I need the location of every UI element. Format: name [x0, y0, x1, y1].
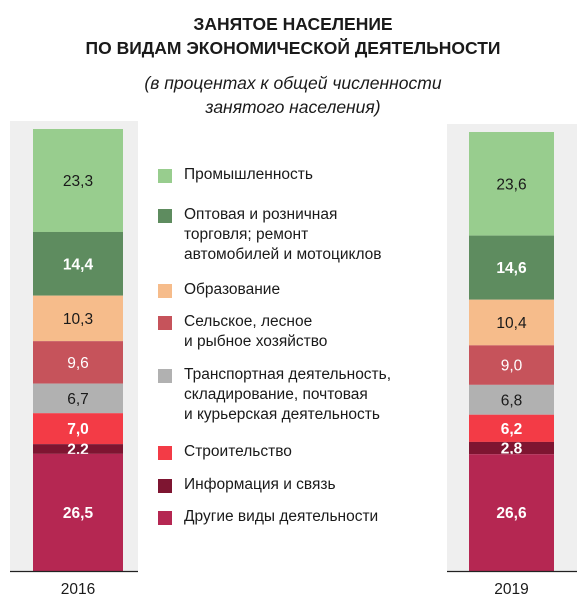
data-label-2019-1: 14,6: [496, 260, 527, 277]
bar-segment-2016-3: [33, 341, 123, 384]
data-label-2019-3: 9,0: [501, 358, 523, 375]
bar-segment-2016-6: [33, 444, 123, 454]
bar-segment-2019-6: [469, 441, 554, 455]
legend-label-7: Другие виды деятельности: [184, 508, 379, 525]
data-label-2019-2: 10,4: [496, 315, 527, 332]
chart-subtitle-line-2: занятого населения): [205, 97, 381, 117]
legend-label-3: Сельское, лесное и рыбное хозяйство: [184, 313, 328, 350]
category-label-2019: 2019: [494, 581, 528, 598]
category-label-2016: 2016: [61, 581, 95, 598]
legend-swatch-1: [158, 209, 172, 223]
legend-label-0: Промышленность: [184, 166, 313, 183]
legend-label-2: Образование: [184, 281, 281, 298]
bar-segment-2016-7: [33, 453, 123, 571]
bar-segment-2019-7: [469, 454, 554, 571]
bar-segment-2019-5: [469, 414, 554, 442]
bar-segment-2019-2: [469, 299, 554, 346]
legend-label-6: Информация и связь: [184, 476, 336, 493]
legend-swatch-5: [158, 446, 172, 460]
bar-segment-2016-2: [33, 295, 123, 342]
data-label-2019-0: 23,6: [496, 176, 526, 193]
bar-segment-2016-0: [33, 129, 123, 232]
data-label-2016-5: 7,0: [67, 421, 89, 438]
data-label-2016-1: 14,4: [63, 256, 94, 273]
bar-segment-2019-1: [469, 235, 554, 300]
bar-segment-2016-1: [33, 231, 123, 296]
data-label-2019-6: 2,8: [501, 441, 523, 458]
legend-swatch-7: [158, 511, 172, 525]
bar-segment-2019-0: [469, 132, 554, 236]
data-label-2016-7: 26,5: [63, 505, 94, 522]
bar-segment-2016-5: [33, 413, 123, 445]
data-label-2016-3: 9,6: [67, 355, 89, 372]
data-label-2019-4: 6,8: [501, 392, 523, 409]
data-label-2016-4: 6,7: [67, 391, 89, 408]
data-label-2019-7: 26,6: [496, 505, 527, 522]
chart-title-line-1: ЗАНЯТОЕ НАСЕЛЕНИЕ: [193, 14, 393, 34]
legend-swatch-6: [158, 479, 172, 493]
data-label-2016-0: 23,3: [63, 173, 93, 190]
bar-segment-2019-4: [469, 384, 554, 415]
bar-segment-2019-3: [469, 345, 554, 385]
legend-swatch-3: [158, 316, 172, 330]
legend-label-4: Транспортная деятельность, складирование…: [184, 366, 392, 423]
legend-label-5: Строительство: [184, 443, 292, 460]
legend-label-1: Оптовая и розничная торговля; ремонт авт…: [184, 206, 382, 263]
legend-swatch-2: [158, 284, 172, 298]
chart-title-line-2: ПО ВИДАМ ЭКОНОМИЧЕСКОЙ ДЕЯТЕЛЬНОСТИ: [85, 38, 501, 58]
legend-swatch-0: [158, 169, 172, 183]
data-label-2016-2: 10,3: [63, 311, 93, 328]
chart-subtitle-line-1: (в процентах к общей численности: [144, 73, 442, 93]
bar-segment-2016-4: [33, 383, 123, 414]
data-label-2019-5: 6,2: [501, 421, 523, 438]
legend-swatch-4: [158, 369, 172, 383]
